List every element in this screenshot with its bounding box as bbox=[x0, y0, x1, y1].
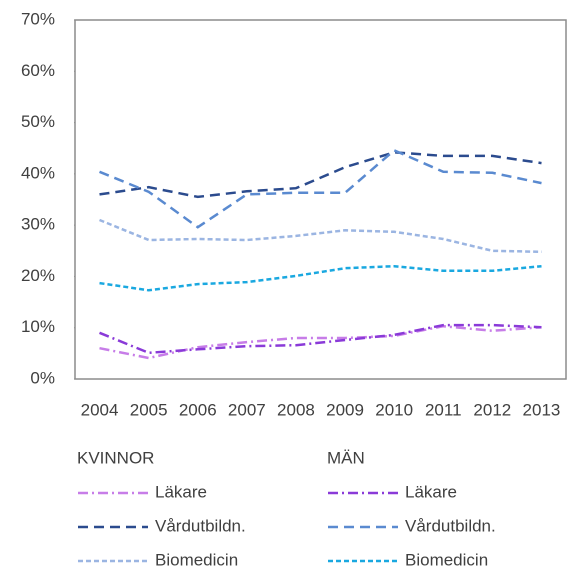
y-tick-label: 50% bbox=[21, 112, 55, 131]
x-tick-label: 2013 bbox=[523, 400, 561, 419]
series-line bbox=[99, 324, 542, 360]
y-tick-label: 30% bbox=[21, 215, 55, 234]
x-tick-label: 2005 bbox=[130, 400, 168, 419]
series-line bbox=[99, 151, 542, 199]
x-tick-label: 2008 bbox=[277, 400, 315, 419]
x-tick-label: 2009 bbox=[326, 400, 364, 419]
y-tick-label: 70% bbox=[21, 9, 55, 28]
legend-label: Läkare bbox=[405, 482, 457, 501]
plot-frame bbox=[74, 19, 567, 380]
legend-label: Biomedicin bbox=[405, 550, 488, 569]
x-tick-label: 2006 bbox=[179, 400, 217, 419]
y-tick-label: 60% bbox=[21, 61, 55, 80]
x-tick-label: 2007 bbox=[228, 400, 266, 419]
series-line bbox=[99, 323, 542, 355]
series-line bbox=[99, 264, 542, 292]
x-tick-label: 2011 bbox=[425, 400, 462, 419]
series-line bbox=[99, 218, 542, 254]
y-tick-label: 20% bbox=[21, 266, 55, 285]
legend-title: MÄN bbox=[327, 448, 365, 467]
x-tick-label: 2010 bbox=[375, 400, 413, 419]
y-tick-label: 10% bbox=[21, 317, 55, 336]
y-tick-label: 0% bbox=[30, 368, 55, 387]
legend-title: KVINNOR bbox=[77, 448, 154, 467]
legend-label: Vårdutbildn. bbox=[405, 516, 496, 535]
x-tick-label: 2004 bbox=[81, 400, 119, 419]
y-tick-label: 40% bbox=[21, 163, 55, 182]
legend-label: Vårdutbildn. bbox=[155, 516, 246, 535]
legend-label: Biomedicin bbox=[155, 550, 238, 569]
legend-label: Läkare bbox=[155, 482, 207, 501]
series-line bbox=[99, 148, 542, 229]
x-tick-label: 2012 bbox=[473, 400, 511, 419]
